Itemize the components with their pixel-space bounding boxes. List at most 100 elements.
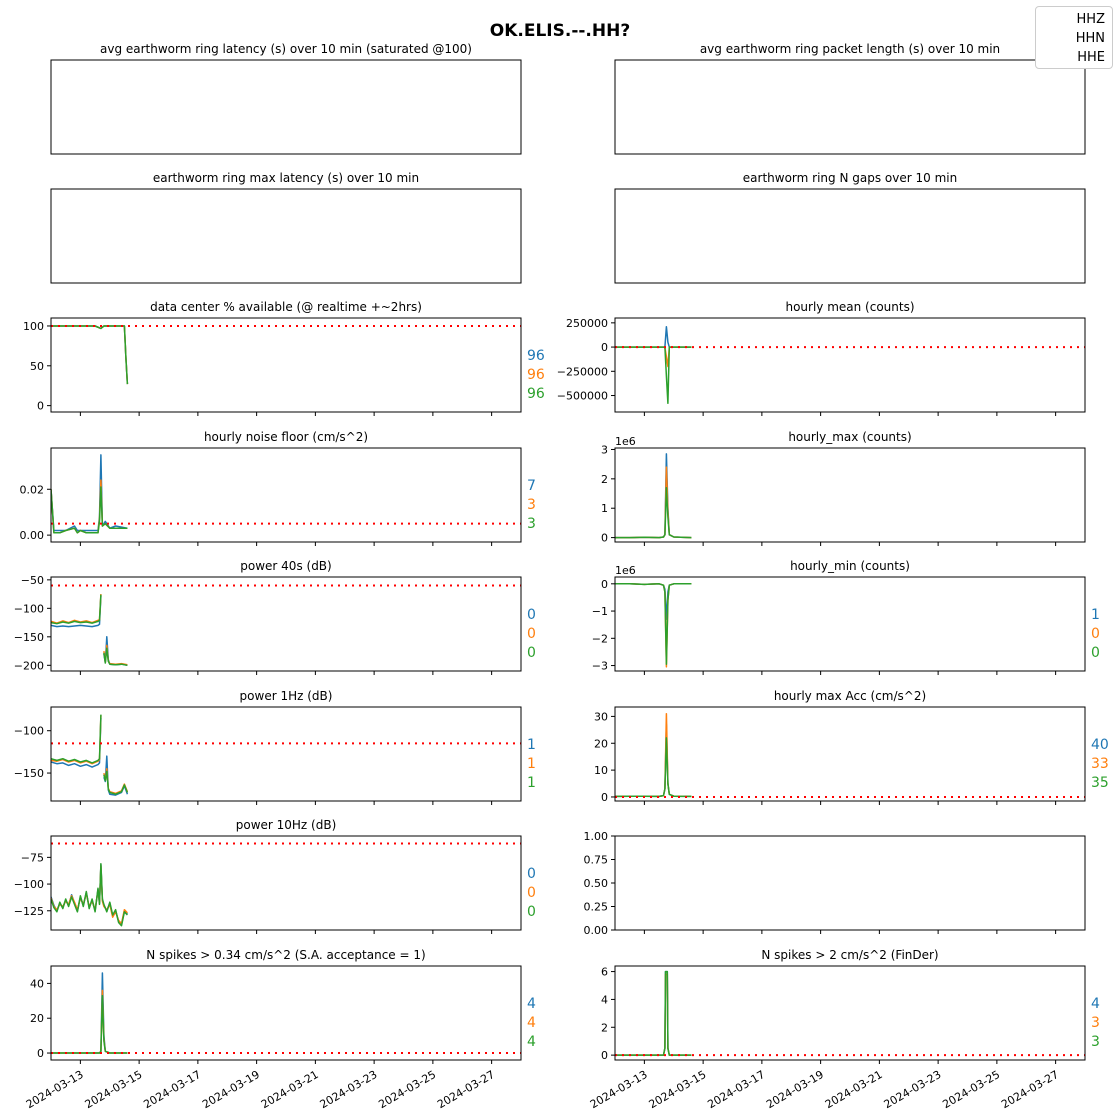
x-tick-label: 2024-03-25 bbox=[376, 1068, 438, 1111]
plot-area bbox=[615, 583, 692, 668]
side-label: 3 bbox=[527, 497, 536, 513]
y-tick-label: 0.02 bbox=[20, 483, 45, 496]
legend: HHZ HHN HHE bbox=[1035, 6, 1113, 69]
series-line-hhz bbox=[615, 583, 692, 620]
side-label: 96 bbox=[527, 367, 545, 383]
x-tick-label: 2024-03-19 bbox=[200, 1068, 262, 1111]
y-tick-label: −500000 bbox=[557, 390, 608, 403]
y-tick-label: 1 bbox=[601, 502, 608, 515]
y-tick-label: 0.50 bbox=[584, 877, 609, 890]
plot-area bbox=[51, 594, 128, 667]
plot-area bbox=[615, 453, 692, 539]
y-tick-label: 20 bbox=[594, 737, 608, 750]
series-line-hhe bbox=[51, 863, 128, 927]
y-tick-label: 0 bbox=[601, 532, 608, 545]
plot-area bbox=[51, 325, 129, 385]
series-line-hhz bbox=[51, 864, 128, 926]
y-tick-label: −200 bbox=[14, 659, 44, 672]
y-tick-label: 4 bbox=[601, 993, 608, 1006]
plot-area bbox=[615, 970, 692, 1056]
series-line-hhn bbox=[51, 594, 102, 624]
series-line-hhe bbox=[51, 325, 129, 385]
subplot-p9: hourly_min (counts) 0 −1 −2 −3 1e6 1 0 0 bbox=[592, 559, 1100, 675]
series-line-hhe bbox=[51, 994, 128, 1054]
y-tick-label: 50 bbox=[30, 360, 44, 373]
series-line-hhe bbox=[51, 594, 102, 625]
subplot-title: hourly mean (counts) bbox=[785, 300, 914, 314]
y-tick-label: −75 bbox=[21, 851, 44, 864]
side-label: 0 bbox=[527, 904, 536, 920]
series-line-hhz bbox=[51, 972, 128, 1054]
series-line-hhn bbox=[615, 583, 692, 668]
y-tick-label: 0.00 bbox=[20, 529, 45, 542]
axes-frame bbox=[50, 835, 522, 931]
axes-frame bbox=[50, 576, 522, 672]
side-label: 0 bbox=[527, 885, 536, 901]
axes-frame bbox=[614, 447, 1086, 543]
subplot-title: hourly max Acc (cm/s^2) bbox=[774, 689, 926, 703]
series-line-hhn bbox=[615, 973, 692, 1056]
subplot-p10: power 1Hz (dB) −100 −150 1 1 1 bbox=[14, 689, 536, 805]
legend-entry-hhe: HHE bbox=[1036, 48, 1112, 67]
axes-frame bbox=[614, 317, 1086, 413]
y-tick-label: 30 bbox=[594, 710, 608, 723]
series-line-hhn bbox=[615, 712, 692, 798]
x-tick-label: 2024-03-13 bbox=[588, 1068, 650, 1111]
y-tick-label: 0 bbox=[601, 791, 608, 804]
subplot-p3: earthworm ring N gaps over 10 min bbox=[614, 171, 1086, 284]
subplot-p1: avg earthworm ring packet length (s) ove… bbox=[614, 42, 1086, 155]
subplot-title: N spikes > 2 cm/s^2 (FinDer) bbox=[761, 948, 938, 962]
series-line-hhz bbox=[615, 970, 692, 1056]
axes-frame bbox=[50, 447, 522, 543]
series-line-hhz bbox=[51, 325, 129, 385]
axes-frame bbox=[50, 706, 522, 802]
y-tick-label: 2 bbox=[601, 1021, 608, 1034]
series-line-hhn bbox=[615, 466, 692, 539]
series-line-hhe bbox=[615, 346, 692, 405]
y-tick-label: −50 bbox=[21, 574, 44, 587]
x-tick-label: 2024-03-23 bbox=[882, 1068, 944, 1111]
y-tick-label: 10 bbox=[594, 764, 608, 777]
subplot-p4: data center % available (@ realtime +~2h… bbox=[23, 300, 545, 416]
y-tick-label: 0 bbox=[601, 341, 608, 354]
subplot-title: power 10Hz (dB) bbox=[236, 818, 337, 832]
axes-frame bbox=[614, 59, 1086, 155]
subplot-p14: N spikes > 0.34 cm/s^2 (S.A. acceptance … bbox=[24, 948, 536, 1111]
side-label: 40 bbox=[1091, 737, 1109, 753]
series-line-hhe bbox=[615, 970, 692, 1056]
axes-frame bbox=[614, 188, 1086, 284]
y-tick-label: 0.75 bbox=[584, 854, 609, 867]
y-tick-label: −150 bbox=[14, 767, 44, 780]
y-tick-label: 6 bbox=[601, 966, 608, 979]
y-tick-label: 0.25 bbox=[584, 901, 609, 914]
y-tick-label: 1.00 bbox=[584, 830, 609, 843]
x-tick-label: 2024-03-17 bbox=[705, 1068, 767, 1111]
side-label: 4 bbox=[1091, 996, 1100, 1012]
y-tick-label: 0 bbox=[37, 400, 44, 413]
y-tick-label: −3 bbox=[592, 660, 608, 673]
side-label: 33 bbox=[1091, 756, 1109, 772]
side-label: 0 bbox=[1091, 645, 1100, 661]
series-line-hhe bbox=[615, 583, 692, 665]
subplot-title: hourly_min (counts) bbox=[790, 559, 910, 573]
x-tick-label: 2024-03-15 bbox=[647, 1068, 709, 1111]
series-line-hhn bbox=[51, 989, 128, 1054]
side-label: 1 bbox=[1091, 607, 1100, 623]
x-tick-label: 2024-03-15 bbox=[83, 1068, 145, 1111]
series-line-hhe bbox=[615, 486, 692, 539]
series-line-hhz bbox=[615, 453, 692, 539]
axes-frame bbox=[50, 317, 522, 413]
y-tick-label: −125 bbox=[14, 905, 44, 918]
x-tick-label: 2024-03-17 bbox=[141, 1068, 203, 1111]
y-tick-label: −250000 bbox=[557, 365, 608, 378]
axes-frame bbox=[50, 965, 522, 1061]
x-tick-label: 2024-03-13 bbox=[24, 1068, 86, 1111]
y-tick-label: −150 bbox=[14, 631, 44, 644]
series-line-hhe bbox=[103, 770, 129, 795]
side-label: 4 bbox=[527, 996, 536, 1012]
subplot-p12: power 10Hz (dB) −75 −100 −125 0 0 0 bbox=[14, 818, 536, 934]
side-label: 1 bbox=[527, 756, 536, 772]
plot-area bbox=[51, 972, 128, 1054]
side-label: 0 bbox=[527, 607, 536, 623]
